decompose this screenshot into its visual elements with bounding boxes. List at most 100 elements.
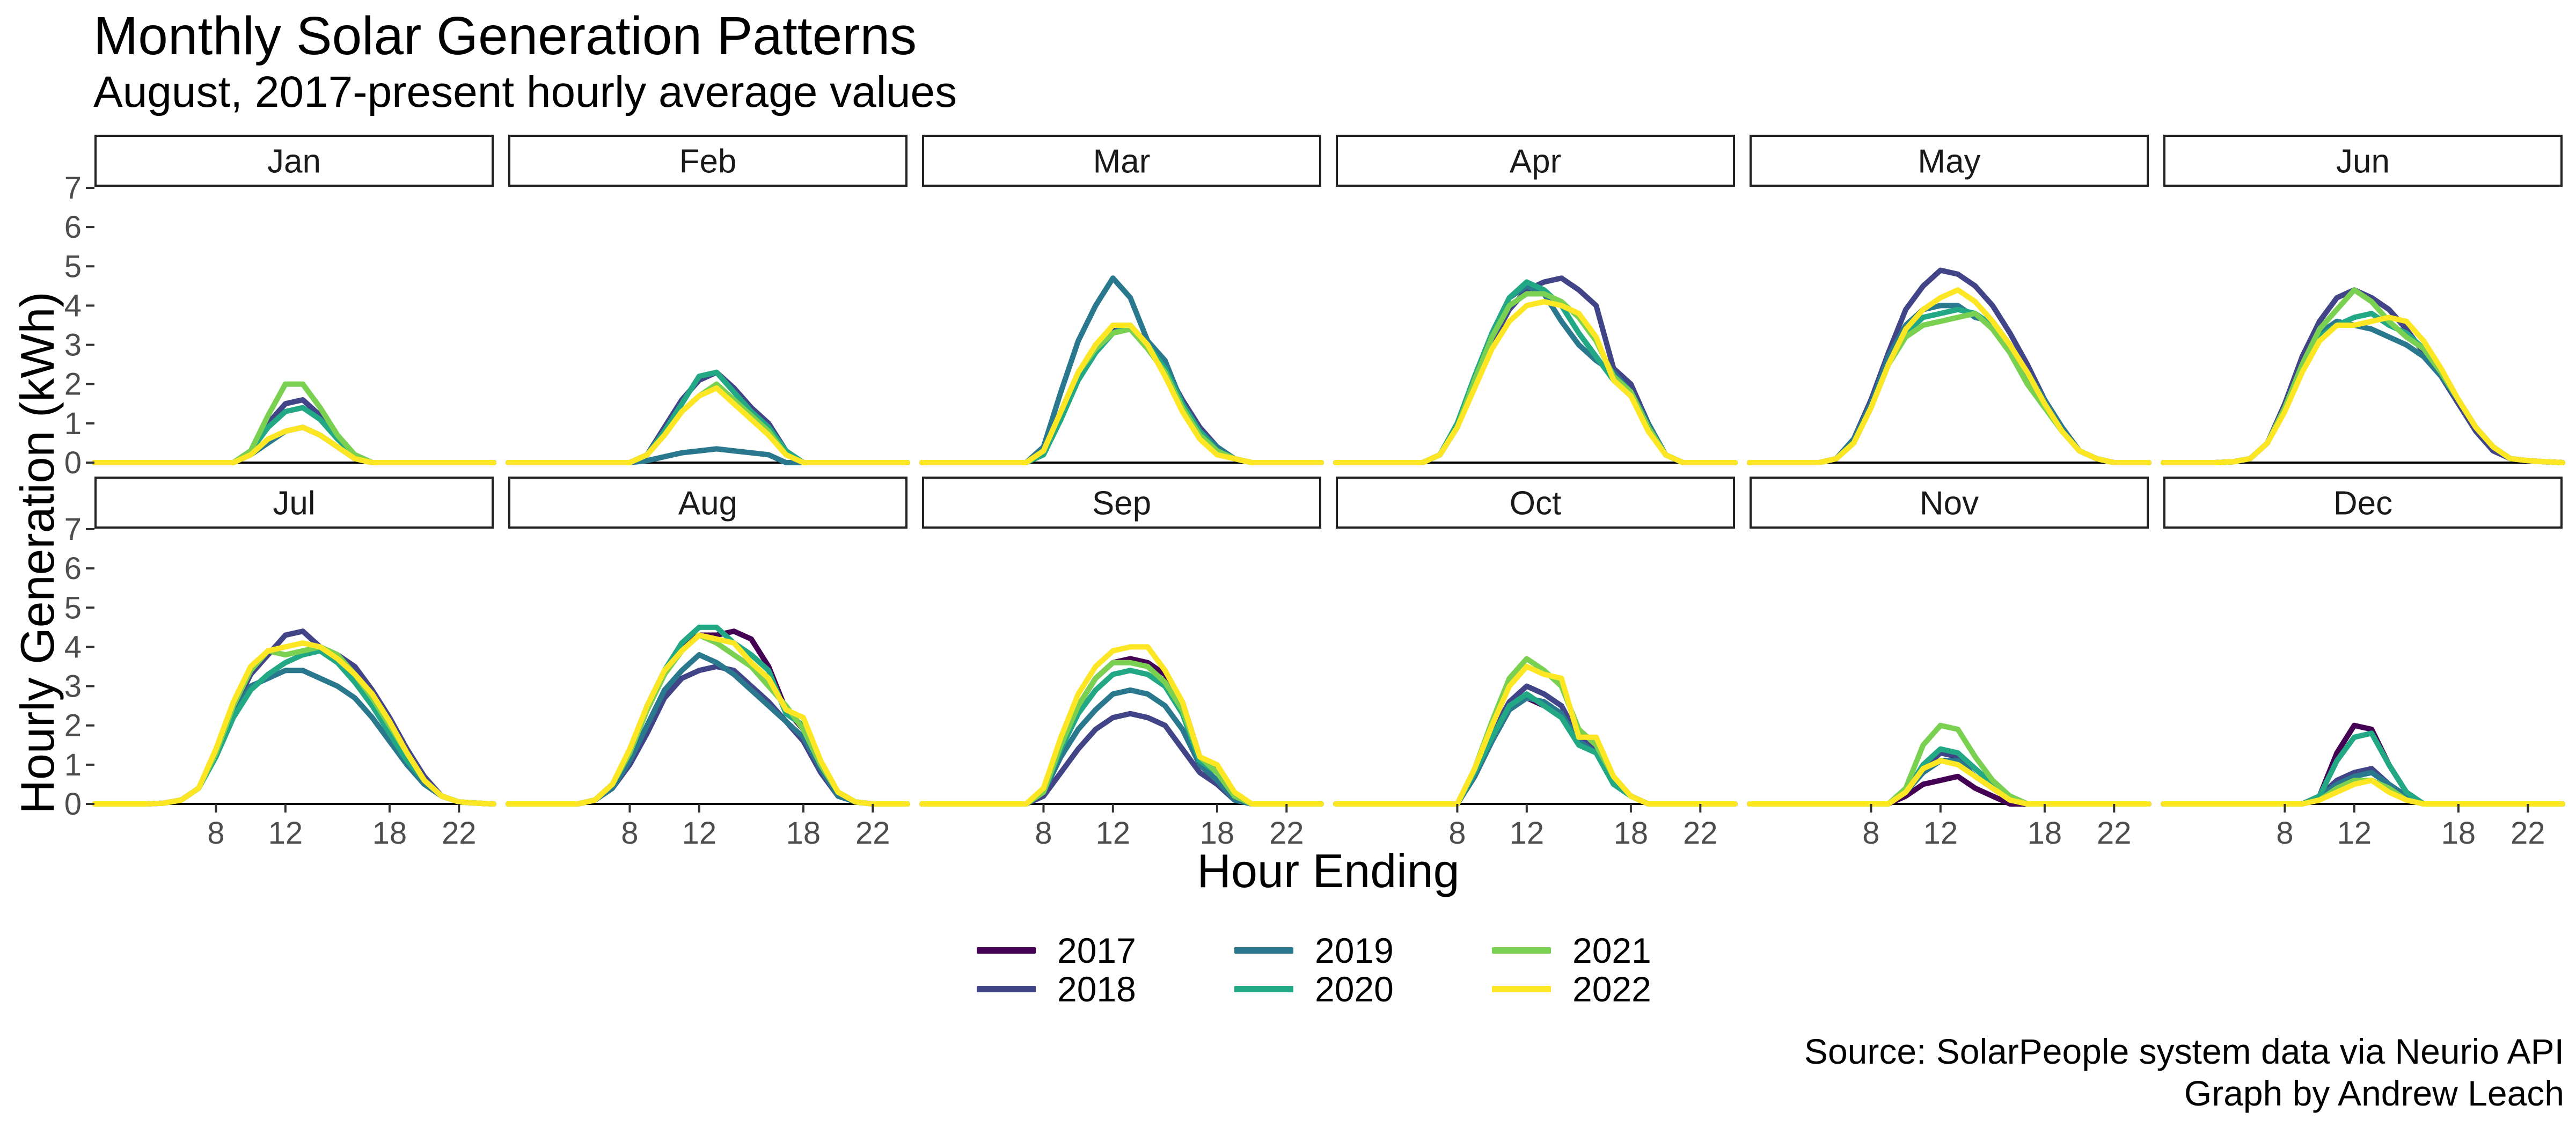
facet-label-apr: Apr [1510,143,1561,180]
series-line-mar-2020 [919,323,1324,465]
facet-strip-dec [2163,477,2563,529]
facet-label-aug: Aug [678,485,737,522]
y-tick-label: 1 [64,406,82,441]
series-line-sep-2018 [919,711,1324,807]
series-line-apr-2019 [1333,283,1738,465]
y-tick-label: 4 [64,288,82,323]
facet-strip-jan [94,135,494,187]
series-line-oct-2019 [1333,695,1738,807]
series-line-mar-2018 [919,326,1324,465]
series-line-aug-2020 [506,624,910,807]
x-axis-title: Hour Ending [1197,844,1460,897]
x-tick-label: 12 [682,816,717,851]
legend-label-2022: 2022 [1572,969,1651,1009]
series-line-oct-2020 [1333,691,1738,807]
x-tick-label: 12 [268,816,303,851]
legend-label-2019: 2019 [1315,931,1394,970]
facet-strip-nov [1750,477,2149,529]
y-tick-label: 4 [64,630,82,664]
caption-source: Source: SolarPeople system data via Neur… [1804,1031,2564,1071]
facet-strip-oct [1336,477,1735,529]
caption-author: Graph by Andrew Leach [2184,1073,2564,1113]
series-line-oct-2017 [1333,695,1738,807]
series-line-aug-2019 [506,652,910,807]
chart-title: Monthly Solar Generation Patterns [93,6,917,66]
series-line-jun-2019 [2161,318,2565,465]
legend-item-2022: 2022 [1492,970,1651,1008]
series-line-nov-2019 [1747,758,2151,807]
legend-item-2017: 2017 [977,931,1136,970]
x-tick-label: 12 [1923,816,1958,851]
legend-item-2020: 2020 [1234,970,1394,1008]
y-tick-label: 6 [64,210,82,245]
x-tick-label: 18 [1200,816,1235,851]
facet-label-mar: Mar [1093,143,1151,180]
x-tick-label: 22 [2511,816,2545,851]
series-line-jul-2022 [92,640,496,807]
series-line-may-2019 [1747,303,2151,465]
x-tick-label: 18 [1614,816,1649,851]
y-axis-title: Hourly Generation (kWh) [11,291,64,814]
legend: 2017 2018 2019 2020 2021 2022 [977,931,1728,1017]
legend-label-2021: 2021 [1572,931,1651,970]
series-line-jun-2022 [2161,314,2565,465]
facet-strip-jun [2163,135,2563,187]
legend-item-2018: 2018 [977,970,1136,1008]
series-line-dec-2019 [2161,770,2565,807]
x-tick-label: 8 [621,816,638,851]
x-tick-label: 18 [372,816,407,851]
legend-label-2017: 2017 [1057,931,1136,970]
facet-label-feb: Feb [679,143,737,180]
y-tick-label: 1 [64,748,82,782]
x-tick-label: 8 [207,816,224,851]
series-line-oct-2022 [1333,664,1738,807]
x-tick-label: 18 [786,816,821,851]
facet-strip-apr [1336,135,1735,187]
legend-key-2019 [1234,947,1293,954]
y-tick-label: 0 [64,787,82,822]
x-tick-label: 22 [2097,816,2132,851]
y-tick-label: 7 [64,171,82,206]
series-line-jan-2021 [92,381,496,465]
series-line-jun-2020 [2161,311,2565,465]
series-line-aug-2022 [506,632,910,807]
x-tick-label: 12 [1096,816,1131,851]
x-tick-label: 22 [1683,816,1718,851]
x-tick-label: 12 [2337,816,2372,851]
facet-label-jun: Jun [2336,143,2390,180]
series-line-nov-2022 [1747,758,2151,807]
series-line-apr-2021 [1333,291,1738,465]
series-line-sep-2017 [919,656,1324,807]
series-line-mar-2022 [919,323,1324,465]
y-tick-label: 3 [64,328,82,363]
y-tick-label: 5 [64,249,82,284]
x-tick-label: 8 [1035,816,1052,851]
series-line-sep-2019 [919,687,1324,807]
legend-key-2022 [1492,986,1551,992]
series-line-nov-2017 [1747,773,2151,807]
facet-label-may: May [1918,143,1980,180]
facet-strip-aug [508,477,908,529]
legend-key-2018 [977,986,1036,992]
y-tick-label: 0 [64,445,82,480]
series-line-jan-2020 [92,405,496,465]
facet-label-oct: Oct [1510,485,1561,522]
facet-label-jul: Jul [273,485,315,522]
series-line-feb-2019 [506,446,910,465]
y-tick-label: 6 [64,551,82,586]
legend-item-2019: 2019 [1234,931,1394,970]
y-tick-label: 7 [64,512,82,547]
x-tick-label: 8 [2276,816,2293,851]
series-line-feb-2022 [506,385,910,465]
series-line-jan-2022 [92,425,496,465]
series-line-aug-2018 [506,664,910,807]
y-tick-label: 5 [64,590,82,625]
series-line-sep-2022 [919,644,1324,807]
facet-label-sep: Sep [1092,485,1151,522]
series-line-mar-2021 [919,326,1324,465]
series-line-dec-2022 [2161,778,2565,807]
x-tick-label: 8 [1448,816,1466,851]
facet-label-dec: Dec [2333,485,2392,522]
x-tick-label: 12 [1510,816,1545,851]
